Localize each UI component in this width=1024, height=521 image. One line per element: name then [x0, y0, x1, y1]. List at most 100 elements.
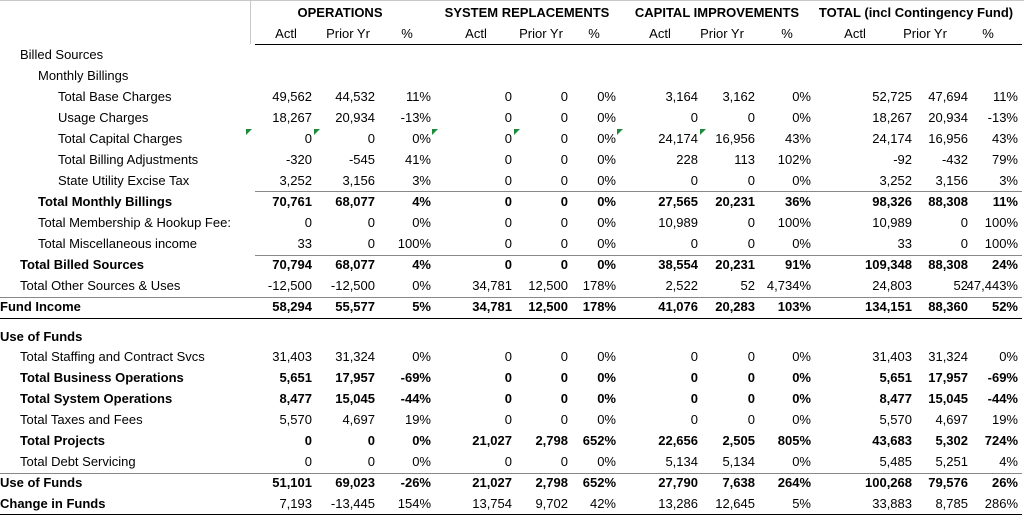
group-header: CAPITAL IMPROVEMENTS — [634, 5, 800, 20]
header-rule — [255, 44, 1022, 45]
cell: 0% — [792, 349, 811, 364]
cell: 7,193 — [279, 496, 312, 511]
cell: 0 — [367, 215, 375, 230]
cell: 3,164 — [665, 89, 698, 104]
cell: 91% — [784, 257, 811, 272]
cell: 0 — [747, 391, 755, 406]
cell: 16,956 — [928, 131, 968, 146]
cell: 79,576 — [928, 475, 968, 490]
cell: 2,522 — [665, 278, 698, 293]
row-label: State Utility Excise Tax — [58, 173, 190, 188]
row-label: Use of Funds — [0, 475, 83, 490]
cell: 5,570 — [279, 412, 312, 427]
cell: 8,477 — [279, 391, 312, 406]
cell: 0 — [560, 391, 568, 406]
total-rule — [0, 473, 1022, 474]
cell: 0 — [504, 215, 512, 230]
column-header: % — [401, 26, 413, 41]
cell: 16,956 — [715, 131, 755, 146]
cell: 652% — [582, 433, 616, 448]
cell: 8,785 — [935, 496, 968, 511]
cell: 15,045 — [928, 391, 968, 406]
cell: 13,754 — [472, 496, 512, 511]
cell: 34,781 — [472, 278, 512, 293]
cell: 0 — [504, 391, 512, 406]
cell: 52 — [953, 278, 968, 293]
column-header: Actl — [649, 26, 671, 41]
cell: 0 — [504, 349, 512, 364]
subtotal-rule — [255, 191, 1022, 192]
cell: 0% — [597, 370, 616, 385]
cell: 0 — [504, 152, 512, 167]
cell: 0 — [367, 131, 375, 146]
cell: 0 — [560, 370, 568, 385]
cell: 652% — [582, 475, 616, 490]
cell: 8,477 — [879, 391, 912, 406]
cell: 0 — [747, 370, 755, 385]
cell: 10,989 — [658, 215, 698, 230]
cell: 113 — [734, 152, 755, 167]
cell: 11% — [992, 89, 1018, 104]
cell: 0 — [560, 194, 568, 209]
cell: 20,934 — [335, 110, 375, 125]
column-header: Actl — [275, 26, 297, 41]
cell: 103% — [777, 299, 811, 314]
cell: 0 — [367, 236, 375, 251]
cell: 0% — [597, 257, 616, 272]
cell: 0 — [504, 173, 512, 188]
cell: 0 — [304, 433, 312, 448]
cell: 100% — [984, 215, 1018, 230]
cell: 44,532 — [335, 89, 375, 104]
row-label: Use of Funds — [0, 329, 83, 344]
cell: 0 — [747, 173, 755, 188]
cell: 41% — [404, 152, 431, 167]
row-label: Total Other Sources & Uses — [20, 278, 181, 293]
cell: 109,348 — [865, 257, 912, 272]
cell: 31,324 — [335, 349, 375, 364]
cell: 22,656 — [658, 433, 698, 448]
cell: 12,500 — [528, 278, 568, 293]
cell: 20,934 — [928, 110, 968, 125]
cell: 49,562 — [272, 89, 312, 104]
row-label: Total Staffing and Contract Svcs — [20, 349, 205, 364]
cell: 2,798 — [535, 475, 568, 490]
cell: 33,883 — [872, 496, 912, 511]
cell: 4% — [412, 257, 431, 272]
cell: 0% — [792, 391, 811, 406]
cell: 15,045 — [335, 391, 375, 406]
cell: -432 — [941, 152, 968, 167]
column-header: Prior Yr — [519, 26, 563, 41]
cell: 178% — [582, 299, 616, 314]
cell: 0 — [690, 236, 698, 251]
cell: 19% — [404, 412, 431, 427]
cell: 31,403 — [872, 349, 912, 364]
cell: 0 — [304, 131, 312, 146]
cell: 52 — [740, 278, 755, 293]
cell: 3,162 — [722, 89, 755, 104]
cell: 0 — [560, 152, 568, 167]
cell: 5,651 — [879, 370, 912, 385]
cell: 88,360 — [928, 299, 968, 314]
cell: 69,023 — [335, 475, 375, 490]
cell: -13,445 — [330, 496, 375, 511]
cell: 4,697 — [342, 412, 375, 427]
cell: 102% — [777, 152, 811, 167]
cell: 18,267 — [272, 110, 312, 125]
row-label: Change in Funds — [0, 496, 106, 511]
cell: 5,651 — [279, 370, 312, 385]
cell: 20,283 — [715, 299, 755, 314]
cell: 33 — [297, 236, 312, 251]
group-header: TOTAL (incl Contingency Fund) — [818, 5, 1014, 20]
cell: 36% — [784, 194, 811, 209]
cell: -69% — [400, 370, 431, 385]
cell: 11% — [992, 194, 1018, 209]
cell: 0 — [690, 349, 698, 364]
cell: 5,302 — [935, 433, 968, 448]
cell: 0 — [504, 110, 512, 125]
cell: 5,134 — [722, 454, 755, 469]
cell: 3,156 — [935, 173, 968, 188]
cell: -13% — [400, 110, 431, 125]
cell: 27,790 — [658, 475, 698, 490]
header-divider — [250, 0, 251, 44]
cell: 0 — [690, 110, 698, 125]
